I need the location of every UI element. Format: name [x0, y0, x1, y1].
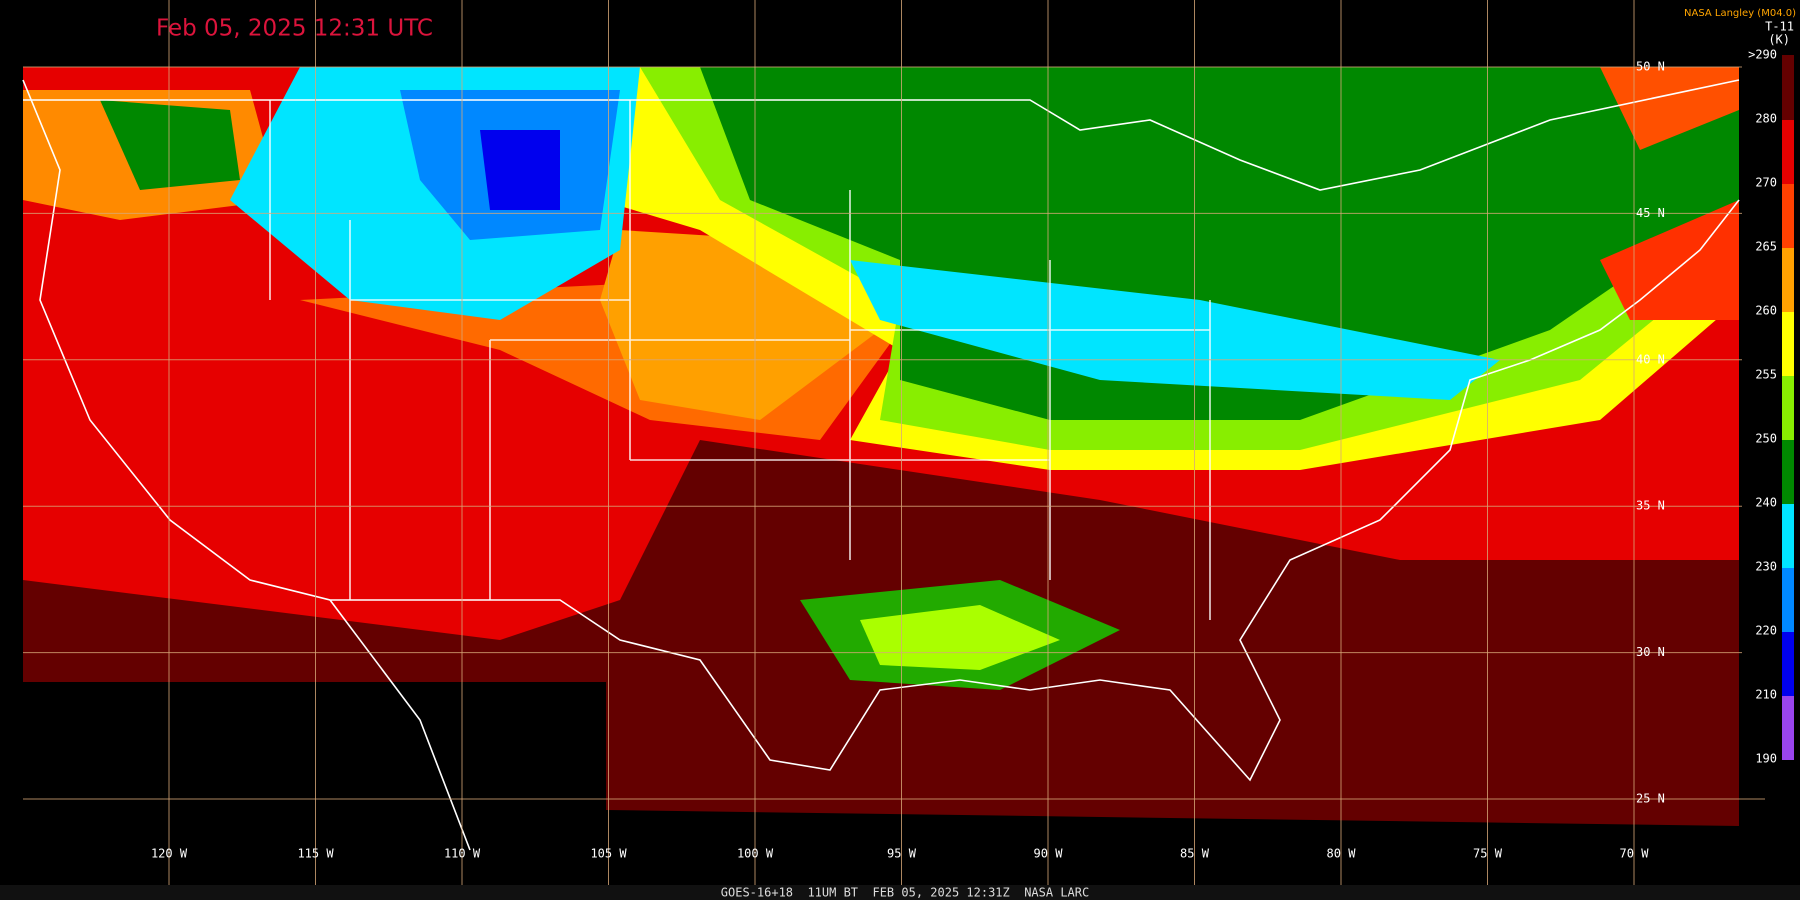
latitude-label: 45 N [1636, 206, 1665, 220]
green-area [100, 100, 240, 190]
colorbar-tick-label: 250 [1755, 432, 1777, 446]
colorbar-ticks: >290 280 270 265 260 255 250 240 230 220 210 190 [1748, 48, 1777, 766]
colorbar-tick-label: 280 [1755, 112, 1777, 126]
credit: NASA Langley (M04.0) [1684, 8, 1796, 19]
colorbar-tick-label: 210 [1755, 688, 1777, 702]
state-lines [269, 100, 1211, 620]
colorbar-band [1782, 55, 1794, 120]
timestamp-title: Feb 05, 2025 12:31 UTC [156, 16, 433, 42]
latitude-label: 40 N [1636, 352, 1665, 366]
border [23, 79, 1740, 191]
colorbar-band [1782, 696, 1794, 760]
footer: GOES-16+18 11UM BT FEB 05, 2025 12:31Z N… [721, 886, 1089, 900]
warm-area [1600, 200, 1739, 320]
colorbar-tick-label: 260 [1755, 304, 1777, 318]
latitude-label: 30 N [1636, 645, 1665, 659]
colorbar-title: T-11 [1765, 20, 1794, 34]
longitude-label: 90 W [1034, 847, 1064, 861]
colorbar-band [1782, 440, 1794, 504]
colorbar-band [1782, 568, 1794, 632]
footer-strip [0, 885, 1800, 900]
longitude-label: 80 W [1327, 847, 1357, 861]
colorbar [1782, 55, 1794, 760]
latitude-label: 50 N [1636, 60, 1665, 74]
longitude-label: 95 W [887, 847, 917, 861]
colorbar-tick-label: 190 [1755, 752, 1777, 766]
latitude-label: 35 N [1636, 499, 1665, 513]
colorbar-tick-label: 265 [1755, 240, 1777, 254]
colorbar-tick-label: 240 [1755, 496, 1777, 510]
colorbar-tick-label: 220 [1755, 624, 1777, 638]
colorbar-band [1782, 120, 1794, 184]
longitude-label: 100 W [737, 847, 774, 861]
gulf-clouds [860, 605, 1060, 670]
colorbar-tick-label: 230 [1755, 560, 1777, 574]
longitude-label: 120 W [151, 847, 188, 861]
longitude-label: 115 W [297, 847, 334, 861]
latitude-label: 25 N [1636, 792, 1665, 806]
longitude-label: 85 W [1180, 847, 1210, 861]
longitude-label: 105 W [590, 847, 627, 861]
imagery [23, 67, 1739, 826]
colorbar-band [1782, 376, 1794, 440]
colorbar-band [1782, 312, 1794, 376]
colorbar-band [1782, 504, 1794, 568]
colorbar-band [1782, 248, 1794, 312]
colorbar-tick-label: >290 [1748, 48, 1777, 62]
longitude-label: 70 W [1620, 847, 1650, 861]
longitude-label: 110 W [444, 847, 481, 861]
colorbar-unit: (K) [1768, 33, 1790, 47]
dark-blue-area [480, 130, 560, 210]
colorbar-band [1782, 632, 1794, 696]
graticule: 50 N 45 N 40 N 35 N 30 N 25 N 120 W 115 W 110 W 1… [23, 0, 1765, 885]
colorbar-tick-label: 255 [1755, 368, 1777, 382]
longitude-label: 75 W [1473, 847, 1503, 861]
colorbar-band [1782, 184, 1794, 248]
colorbar-tick-label: 270 [1755, 176, 1777, 190]
